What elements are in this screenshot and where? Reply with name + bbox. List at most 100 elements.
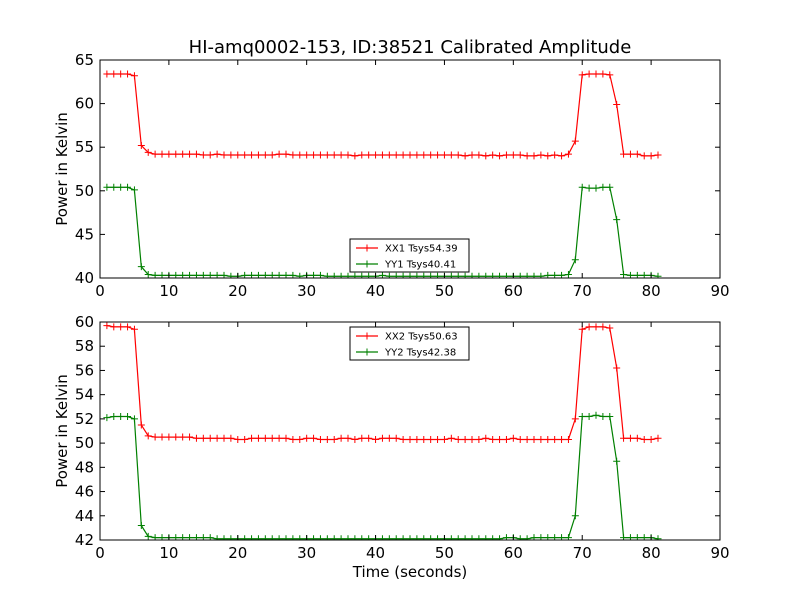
data-point — [392, 272, 400, 278]
data-point — [620, 150, 628, 158]
data-point — [358, 434, 366, 442]
data-point — [654, 272, 662, 278]
data-point — [248, 535, 256, 540]
data-point — [496, 535, 504, 540]
data-point — [124, 183, 132, 191]
series-markers-1 — [103, 70, 662, 160]
data-point — [316, 535, 324, 540]
data-point — [289, 435, 297, 443]
data-point — [351, 435, 359, 443]
data-point — [206, 151, 214, 159]
x-tick-label: 90 — [710, 544, 729, 562]
data-point — [282, 434, 290, 442]
data-point — [378, 151, 386, 159]
data-point — [447, 272, 455, 278]
data-point — [434, 151, 442, 159]
data-point — [496, 272, 504, 278]
data-point — [516, 151, 524, 159]
data-point — [454, 272, 462, 278]
data-point — [530, 435, 538, 443]
legend-entry-label: YY1 Tsys40.41 — [384, 260, 456, 271]
data-point — [427, 151, 435, 159]
data-point — [337, 535, 345, 540]
data-point — [454, 535, 462, 540]
data-point — [110, 183, 118, 191]
data-point — [130, 325, 138, 333]
data-point — [399, 151, 407, 159]
legend-swatch-marker — [363, 348, 371, 356]
data-point — [420, 435, 428, 443]
data-point — [323, 535, 331, 540]
data-point — [392, 535, 400, 540]
y-tick-label: 56 — [75, 361, 94, 379]
x-tick-label: 80 — [642, 282, 661, 300]
x-tick-label: 60 — [504, 282, 523, 300]
data-point — [420, 151, 428, 159]
x-tick-label: 10 — [159, 544, 178, 562]
series-group — [103, 70, 662, 278]
data-point — [461, 272, 469, 278]
data-point — [454, 435, 462, 443]
data-point — [620, 271, 628, 278]
data-point — [468, 435, 476, 443]
y-tick-label: 60 — [75, 313, 94, 331]
data-point — [592, 411, 600, 419]
chart-panel-1: Power in Kelvin 0 10 20 30 40 50 60 70 80 90 40 45 50… — [53, 51, 730, 300]
data-point — [144, 532, 152, 540]
data-point — [406, 435, 414, 443]
data-point — [275, 434, 283, 442]
data-point — [427, 535, 435, 540]
x-tick-label: 0 — [95, 282, 105, 300]
data-point — [461, 435, 469, 443]
data-point — [151, 150, 159, 158]
data-point — [254, 151, 262, 159]
data-point — [406, 151, 414, 159]
data-point — [385, 535, 393, 540]
data-point — [537, 272, 545, 278]
data-point — [310, 434, 318, 442]
data-point — [282, 150, 290, 158]
data-point — [117, 183, 125, 191]
x-tick-label: 70 — [573, 282, 592, 300]
data-point — [124, 70, 132, 78]
data-point — [296, 535, 304, 540]
data-point — [261, 535, 269, 540]
data-point — [578, 412, 586, 420]
data-point — [475, 272, 483, 278]
data-point — [310, 151, 318, 159]
data-point — [110, 412, 118, 420]
data-point — [372, 151, 380, 159]
y-tick-label: 54 — [75, 386, 94, 404]
data-point — [323, 272, 331, 278]
data-point — [633, 150, 641, 158]
data-point — [392, 151, 400, 159]
data-point — [227, 151, 235, 159]
data-point — [640, 152, 648, 160]
data-point — [344, 272, 352, 278]
data-point — [516, 435, 524, 443]
data-point — [158, 150, 166, 158]
data-point — [496, 152, 504, 160]
data-point — [468, 151, 476, 159]
data-point — [599, 323, 607, 331]
data-point — [137, 141, 145, 149]
data-point — [137, 421, 145, 429]
data-point — [489, 435, 497, 443]
data-point — [192, 150, 200, 158]
data-point — [358, 535, 366, 540]
data-point — [103, 183, 111, 191]
data-point — [585, 323, 593, 331]
data-point — [585, 184, 593, 192]
data-point — [558, 435, 566, 443]
data-point — [613, 100, 621, 108]
data-point — [289, 151, 297, 159]
data-point — [592, 70, 600, 78]
data-point — [282, 535, 290, 540]
data-point — [172, 150, 180, 158]
data-point — [351, 535, 359, 540]
data-point — [447, 151, 455, 159]
data-point — [392, 434, 400, 442]
data-point — [303, 434, 311, 442]
data-point — [130, 72, 138, 80]
